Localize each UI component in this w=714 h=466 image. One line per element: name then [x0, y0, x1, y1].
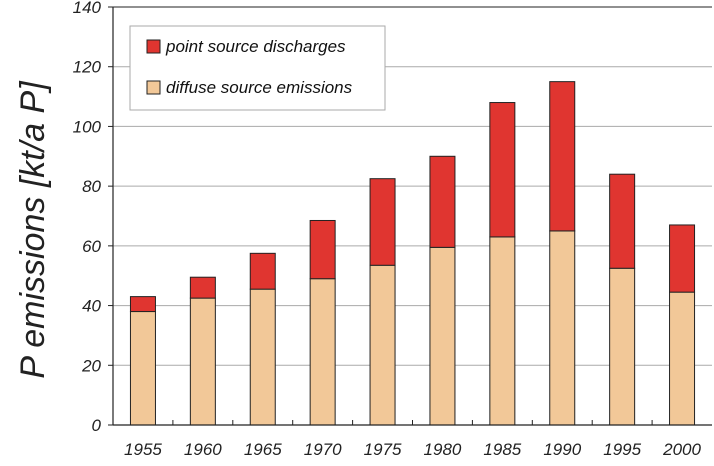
bar-point-1960 — [189, 276, 216, 299]
x-tick-label: 1995 — [603, 440, 641, 459]
bar-diffuse-1985 — [489, 236, 516, 426]
x-tick-label: 1955 — [124, 440, 162, 459]
legend-swatch-diffuse — [146, 80, 161, 95]
y-tick-label: 20 — [81, 356, 101, 375]
axes — [108, 6, 712, 426]
legend-box — [129, 25, 386, 111]
tick-labels: 0 20 40 60 80 100 120 140 1955 1960 1965 1970 1975 19… — [73, 0, 702, 459]
y-tick-label: 100 — [73, 117, 102, 136]
y-tick-label: 140 — [73, 0, 102, 17]
bar-diffuse-1965 — [249, 288, 276, 426]
bar-diffuse-1990 — [549, 230, 576, 426]
x-tick-label: 1970 — [304, 440, 342, 459]
y-tick-label: 120 — [73, 58, 102, 77]
bar-point-1955 — [129, 296, 156, 313]
bar-point-1980 — [429, 155, 456, 248]
bar-point-1990 — [549, 81, 576, 232]
y-axis-label: P emissions [kt/a P] — [14, 80, 52, 379]
bar-diffuse-2000 — [669, 291, 696, 426]
bar-point-1975 — [369, 178, 396, 266]
bar-point-1985 — [489, 102, 516, 238]
legend: point source discharges diffuse source e… — [129, 25, 386, 111]
x-tick-label: 1960 — [184, 440, 222, 459]
bar-point-1995 — [609, 173, 636, 269]
bar-diffuse-1980 — [429, 246, 456, 426]
x-tick-label: 1965 — [244, 440, 282, 459]
y-tick-label: 40 — [82, 297, 101, 316]
x-tick-label: 1975 — [364, 440, 402, 459]
legend-label-diffuse: diffuse source emissions — [166, 78, 353, 97]
bar-diffuse-1975 — [369, 264, 396, 426]
y-tick-label: 0 — [92, 416, 102, 435]
x-tick-label: 2000 — [662, 440, 701, 459]
y-tick-label: 60 — [82, 237, 101, 256]
legend-swatch-point — [146, 39, 161, 54]
bar-diffuse-1995 — [609, 267, 636, 426]
x-tick-label: 1990 — [543, 440, 581, 459]
x-tick-label: 1980 — [424, 440, 462, 459]
bar-point-2000 — [669, 224, 696, 293]
bar-point-1965 — [249, 252, 276, 290]
bar-diffuse-1955 — [129, 311, 156, 426]
x-tick-label: 1985 — [483, 440, 521, 459]
bar-point-1970 — [309, 219, 336, 280]
bar-diffuse-1960 — [189, 297, 216, 426]
bars — [129, 81, 696, 426]
bar-diffuse-1970 — [309, 278, 336, 426]
legend-label-point: point source discharges — [165, 37, 346, 56]
y-tick-label: 80 — [82, 177, 101, 196]
